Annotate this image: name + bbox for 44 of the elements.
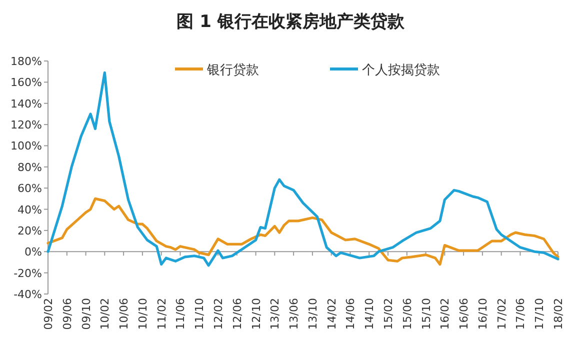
x-tick-label: 15/10	[420, 298, 433, 330]
legend-label: 银行贷款	[206, 63, 259, 78]
x-tick-label: 10/06	[118, 298, 131, 330]
x-tick-label: 16/06	[458, 298, 471, 330]
legend-label: 个人按揭贷款	[362, 63, 440, 78]
y-tick-label: 120%	[10, 118, 42, 132]
x-tick-label: 12/06	[230, 298, 244, 330]
x-tick-label: 16/10	[476, 298, 490, 330]
x-tick-label: 15/06	[400, 298, 414, 330]
y-tick-label: 80%	[18, 160, 42, 174]
x-tick-label: 17/02	[495, 298, 508, 330]
x-tick-label: 17/06	[514, 298, 528, 330]
x-tick-label: 12/10	[250, 298, 263, 330]
x-tick-label: 10/10	[136, 298, 150, 330]
y-tick-label: 180%	[10, 55, 42, 68]
y-tick-label: 20%	[18, 224, 42, 238]
x-tick-label: 13/10	[306, 298, 320, 330]
x-tick-label: 14/06	[344, 298, 358, 330]
y-tick-label: 60%	[18, 182, 42, 196]
x-tick-label: 12/02	[212, 298, 225, 330]
y-tick-label: 100%	[10, 140, 42, 153]
x-tick-label: 11/10	[193, 298, 206, 330]
x-tick-label: 16/02	[438, 298, 452, 330]
x-tick-label: 10/02	[98, 298, 112, 330]
x-tick-label: 11/06	[174, 298, 188, 330]
x-tick-label: 15/02	[382, 298, 395, 330]
x-tick-label: 13/06	[288, 298, 301, 330]
x-tick-label: 14/02	[325, 298, 338, 330]
y-tick-label: 140%	[10, 97, 42, 110]
y-tick-label: 160%	[10, 76, 42, 90]
x-tick-label: 11/02	[155, 298, 168, 330]
x-tick-label: 17/10	[533, 298, 546, 330]
x-tick-label: 09/10	[80, 298, 93, 330]
chart-title: 图 1 银行在收紧房地产类贷款	[176, 12, 406, 32]
line-series	[46, 197, 560, 266]
x-tick-label: 14/10	[363, 298, 376, 330]
x-tick-label: 09/06	[60, 298, 74, 330]
x-tick-label: 09/02	[42, 298, 55, 330]
y-tick-label: -20%	[14, 266, 42, 280]
x-tick-label: 13/02	[268, 298, 282, 330]
x-tick-label: 18/02	[552, 298, 565, 330]
y-tick-label: -40%	[14, 288, 42, 301]
y-tick-label: 40%	[18, 203, 42, 216]
y-tick-label: 0%	[24, 246, 42, 259]
